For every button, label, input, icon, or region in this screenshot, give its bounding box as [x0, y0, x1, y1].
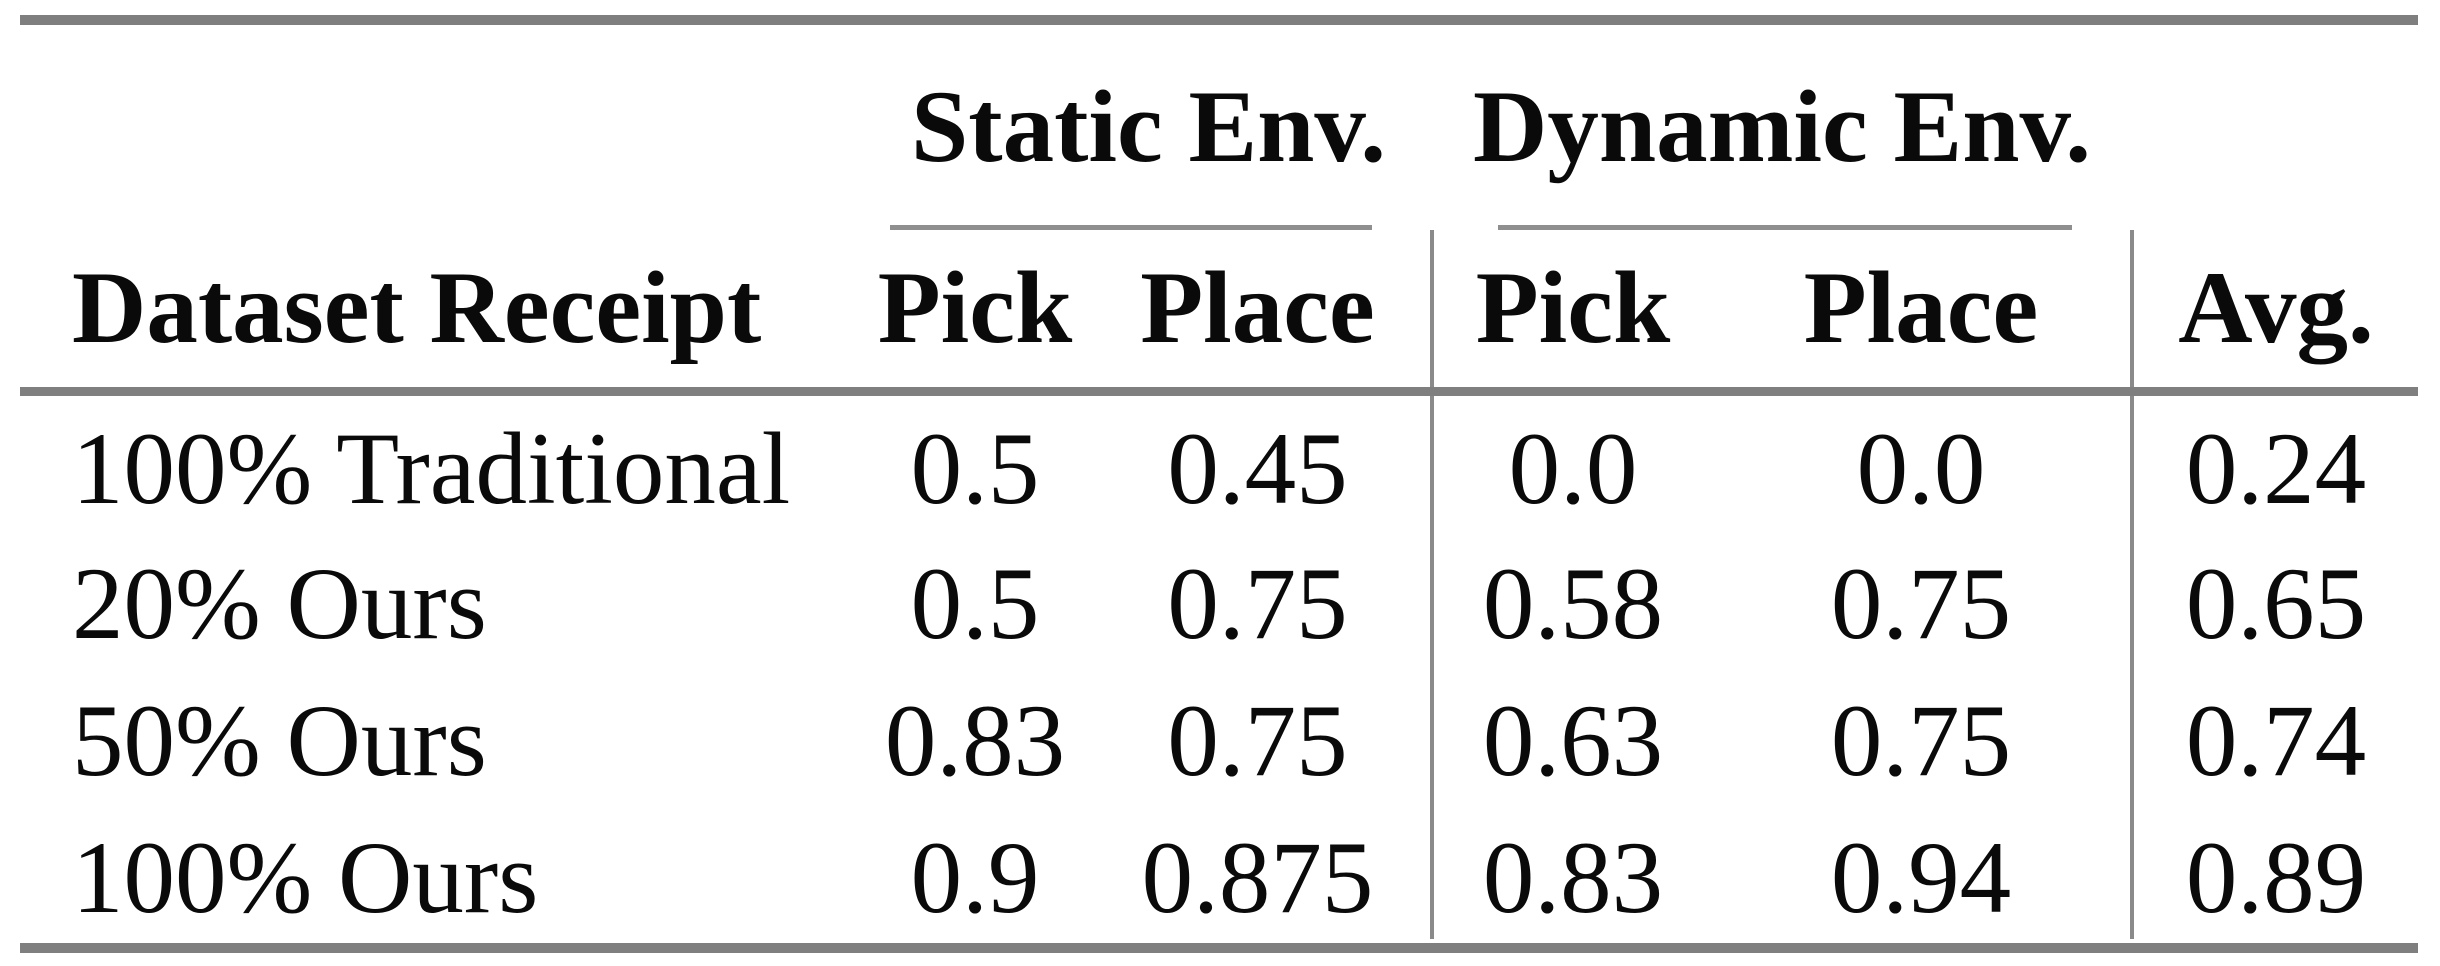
cell-dynamic-pick: 0.63	[1430, 665, 1712, 802]
col-header-dynamic-place: Place	[1712, 230, 2133, 396]
cell-static-place: 0.75	[1167, 547, 1348, 661]
cell-dynamic-place: 0.94	[1830, 821, 2012, 935]
row-label: 50% Ours	[72, 684, 487, 798]
spacer-cell	[20, 25, 865, 230]
column-header-row: Dataset Receipt Pick Place Pick Place Av…	[20, 230, 2419, 396]
table-row: 20% Ours 0.5 0.75 0.58 0.75 0.65	[20, 528, 2419, 665]
group-header-static: Static Env.	[865, 25, 1432, 230]
table-bottom-rule	[20, 943, 2418, 953]
cell-dynamic-pick: 0.58	[1430, 528, 1712, 665]
col-header-dynamic-pick: Pick	[1430, 230, 1712, 396]
cell-dynamic-pick: 0.0	[1430, 391, 1712, 528]
spacer-cell	[2132, 25, 2418, 230]
results-table: Static Env. Dynamic Env. Dataset Receipt…	[20, 25, 2419, 939]
group-header-static-label: Static Env.	[910, 70, 1387, 184]
col-header-avg: Avg.	[2130, 230, 2419, 396]
row-label: 20% Ours	[72, 547, 487, 661]
cell-avg: 0.89	[2130, 802, 2419, 939]
cell-static-pick: 0.9	[910, 821, 1040, 935]
cell-avg: 0.65	[2130, 528, 2419, 665]
group-header-row: Static Env. Dynamic Env.	[20, 25, 2418, 230]
cell-static-pick: 0.5	[910, 412, 1040, 527]
table-row: 100% Ours 0.9 0.875 0.83 0.94 0.89	[20, 802, 2419, 939]
table-top-rule	[20, 15, 2418, 25]
cell-static-place: 0.45	[1167, 412, 1348, 527]
cell-static-place: 0.75	[1167, 684, 1348, 798]
cell-dynamic-place: 0.75	[1830, 547, 2012, 661]
cell-avg: 0.74	[2130, 665, 2419, 802]
cmidrule-static	[890, 225, 1372, 230]
cell-avg: 0.24	[2130, 391, 2419, 528]
cell-static-pick: 0.83	[884, 684, 1066, 798]
cmidrule-dynamic	[1498, 225, 2073, 230]
table-row: 100% Traditional 0.5 0.45 0.0 0.0 0.24	[20, 391, 2419, 528]
group-header-dynamic: Dynamic Env.	[1432, 25, 2132, 230]
cell-static-place: 0.875	[1141, 821, 1374, 935]
cell-dynamic-place: 0.75	[1830, 684, 2012, 798]
cell-static-pick: 0.5	[910, 547, 1040, 661]
table-row: 50% Ours 0.83 0.75 0.63 0.75 0.74	[20, 665, 2419, 802]
row-label: 100% Traditional	[72, 412, 791, 527]
cell-dynamic-place: 0.0	[1856, 412, 1986, 527]
row-label: 100% Ours	[72, 821, 539, 935]
col-header-dataset-receipt: Dataset Receipt	[20, 230, 865, 396]
group-header-dynamic-label: Dynamic Env.	[1472, 70, 2092, 184]
col-header-static-place: Place	[1085, 230, 1432, 396]
cell-dynamic-pick: 0.83	[1430, 802, 1712, 939]
col-header-static-pick: Pick	[865, 230, 1085, 396]
